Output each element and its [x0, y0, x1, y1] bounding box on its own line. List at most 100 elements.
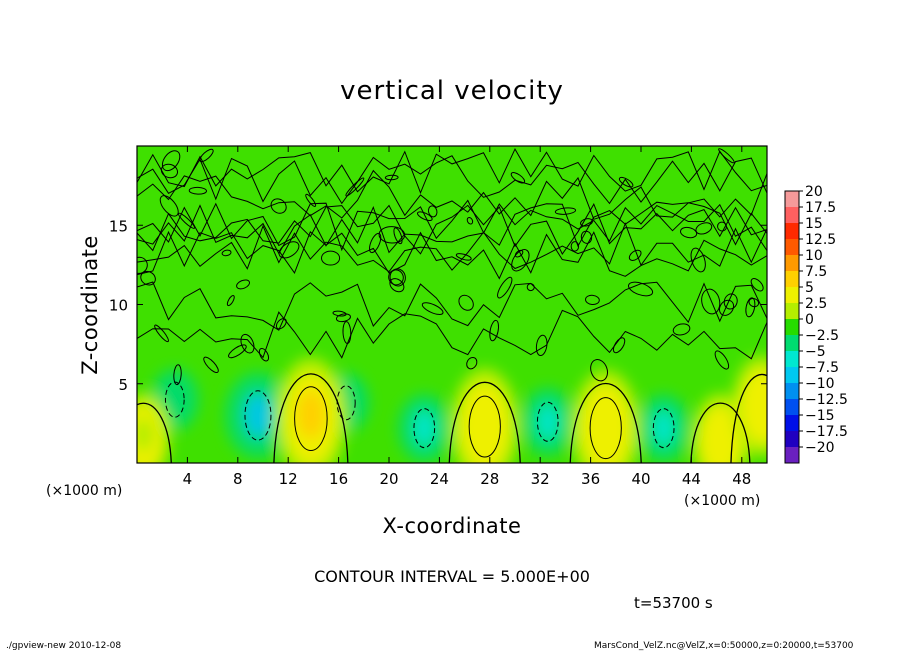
updraft-core-0 — [137, 417, 154, 452]
colorbar-label-1: 17.5 — [805, 200, 836, 216]
downdraft-contour-2 — [413, 408, 436, 449]
noise-contour-38 — [590, 359, 608, 382]
colorbar-segment-3 — [785, 239, 799, 256]
updraft-core-3 — [592, 401, 619, 447]
noise-contour-1 — [159, 195, 179, 217]
noise-contour-9 — [321, 250, 341, 266]
noise-contour-63 — [384, 174, 399, 181]
noise-contour-4 — [672, 323, 691, 336]
noise-contour-68 — [240, 333, 255, 354]
wavy-contour-2 — [137, 169, 767, 220]
noise-contour-20 — [140, 270, 156, 286]
noise-contour-15 — [497, 276, 513, 299]
noise-contour-32 — [514, 249, 524, 258]
x-tick-label-6: 28 — [480, 470, 499, 488]
wavy-contour-3 — [137, 230, 767, 280]
x-unit-label-right: (×1000 m) — [684, 493, 761, 509]
colorbar-label-11: −7.5 — [805, 360, 839, 376]
colorbar-label-15: −17.5 — [805, 424, 848, 440]
noise-contour-57 — [455, 253, 472, 261]
noise-contour-49 — [258, 347, 270, 362]
colorbar-label-10: −5 — [805, 344, 826, 360]
noise-contour-3 — [226, 295, 235, 307]
noise-contour-18 — [628, 249, 642, 261]
colorbar-segment-14 — [785, 415, 799, 432]
colorbar-label-14: −15 — [805, 408, 835, 424]
noise-contour-23 — [748, 297, 760, 308]
time-label: t=53700 s — [634, 594, 713, 612]
x-tick-label-1: 8 — [233, 470, 243, 488]
noise-contour-30 — [417, 211, 433, 222]
noise-contour-65 — [714, 350, 730, 370]
updraft-contour-0 — [137, 402, 172, 463]
noise-contour-67 — [618, 176, 634, 188]
chart-title: vertical velocity — [340, 76, 564, 106]
colorbar-segment-11 — [785, 367, 799, 384]
noise-contour-37 — [278, 241, 300, 259]
wavy-contour-8 — [137, 148, 767, 195]
colorbar-label-13: −12.5 — [805, 392, 848, 408]
x-tick-label-4: 20 — [379, 470, 398, 488]
updraft-core-1 — [297, 390, 325, 439]
updraft-contour-3 — [569, 383, 642, 463]
wavy-contour-4 — [137, 281, 767, 331]
noise-contour-58 — [154, 324, 169, 343]
wavy-contour-9 — [137, 155, 767, 205]
colorbar-segment-5 — [785, 271, 799, 288]
y-axis-label: Z-coordinate — [78, 235, 102, 375]
colorbar-label-16: −20 — [805, 440, 835, 456]
noise-contour-21 — [177, 212, 196, 229]
downdraft-core-2 — [413, 409, 436, 447]
noise-contour-44 — [161, 150, 181, 172]
noise-contour-35 — [199, 148, 214, 163]
noise-contour-29 — [270, 198, 287, 214]
downdraft-core-4 — [652, 409, 675, 447]
colorbar-segment-12 — [785, 383, 799, 400]
colorbar-segment-13 — [785, 399, 799, 416]
downdraft-contour-4 — [652, 408, 675, 449]
y-tick-label-0: 5 — [118, 376, 128, 394]
wavy-contour-6 — [137, 203, 767, 255]
colorbar-segment-9 — [785, 335, 799, 352]
noise-contour-8 — [570, 241, 580, 252]
updraft-core-4 — [709, 418, 731, 457]
noise-contour-48 — [236, 279, 250, 290]
x-tick-label-9: 40 — [631, 470, 650, 488]
noise-contour-52 — [526, 283, 535, 292]
wavy-contour-5 — [137, 199, 767, 252]
downdraft-contour-3 — [536, 401, 559, 442]
noise-contour-60 — [203, 356, 219, 374]
x-axis-label: X-coordinate — [382, 514, 522, 538]
noise-contour-24 — [305, 193, 317, 207]
contour-interval-note: CONTOUR INTERVAL = 5.000E+00 — [314, 567, 590, 586]
colorbar-segment-1 — [785, 207, 799, 224]
wavy-contour-1 — [137, 203, 767, 255]
colorbar-label-12: −10 — [805, 376, 835, 392]
updraft-contour-5 — [730, 373, 767, 463]
updraft-contour-2 — [448, 381, 521, 463]
noise-contour-19 — [535, 334, 548, 357]
x-tick-label-7: 32 — [531, 470, 550, 488]
noise-contour-7 — [160, 163, 179, 179]
noise-contour-64 — [612, 337, 626, 354]
colorbar-label-5: 7.5 — [805, 264, 827, 280]
wavy-contour-0 — [137, 309, 767, 360]
x-tick-label-3: 16 — [329, 470, 348, 488]
colorbar-label-3: 12.5 — [805, 232, 836, 248]
x-tick-label-5: 24 — [430, 470, 449, 488]
updraft-core-2 — [471, 399, 498, 446]
noise-contour-36 — [680, 226, 698, 239]
y-tick-label-1: 10 — [109, 297, 128, 315]
colorbar-segment-10 — [785, 351, 799, 368]
colorbar-segment-0 — [785, 191, 799, 208]
noise-contour-53 — [173, 364, 182, 386]
x-tick-label-10: 44 — [682, 470, 701, 488]
colorbar-frame — [784, 190, 800, 464]
noise-contour-33 — [228, 344, 247, 359]
downdraft-core-1 — [243, 392, 273, 439]
colorbar-segment-8 — [785, 319, 799, 336]
colorbar-label-2: 15 — [805, 216, 823, 232]
noise-contour-42 — [489, 319, 500, 342]
colorbar-label-6: 5 — [805, 280, 814, 296]
colorbar-segment-16 — [785, 447, 799, 464]
